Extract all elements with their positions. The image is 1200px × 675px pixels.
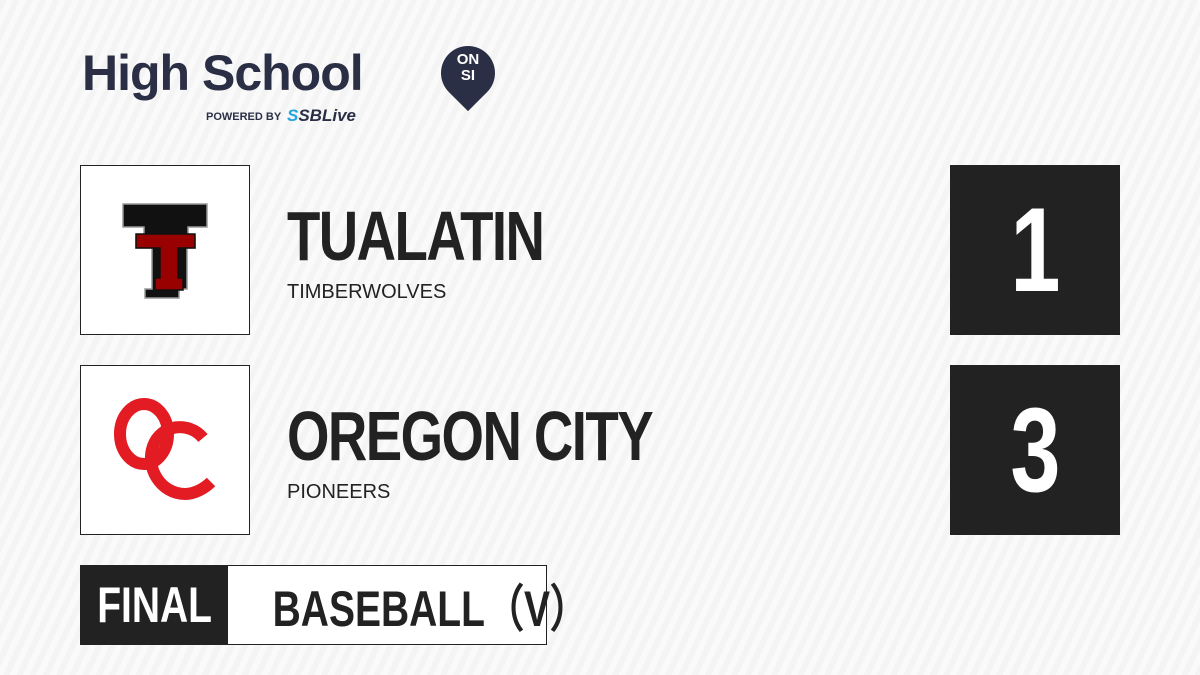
team-logo-oregon-city <box>80 365 250 535</box>
team-mascot: TIMBERWOLVES <box>287 281 447 303</box>
sport-label: BASEBALL（V） <box>272 581 589 637</box>
team-score: 3 <box>950 365 1120 535</box>
game-status: FINAL <box>81 566 228 644</box>
team-mascot: PIONEERS <box>287 481 391 503</box>
team-score: 1 <box>950 165 1120 335</box>
game-info-bar: FINAL BASEBALL（V） <box>80 565 589 645</box>
powered-by-label: POWERED BY <box>206 111 282 123</box>
brand-title: High School <box>82 45 364 101</box>
on-si-badge: ON SI <box>456 51 480 84</box>
team-name: OREGON CITY <box>287 397 654 475</box>
team-logo-tualatin <box>80 165 250 335</box>
sblive-logo: SSBLive <box>287 106 356 125</box>
team-name: TUALATIN <box>287 197 545 275</box>
